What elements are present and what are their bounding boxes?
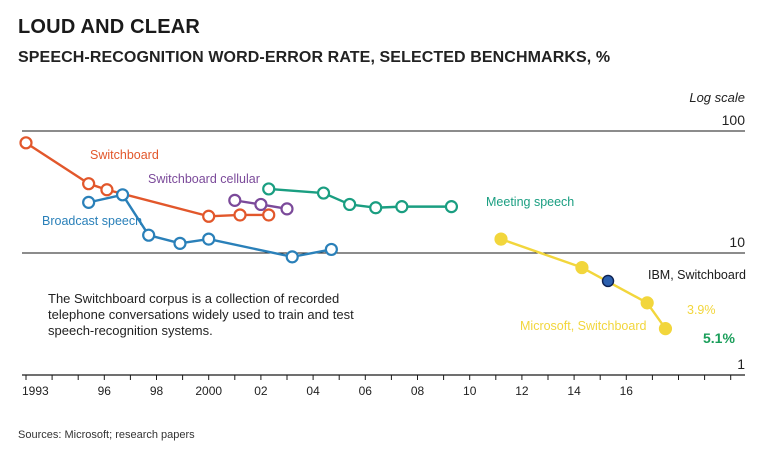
series-label: Microsoft, Switchboard	[520, 319, 646, 333]
data-point	[369, 201, 383, 215]
x-tick-label: 12	[515, 384, 529, 398]
data-point-filled	[641, 296, 654, 309]
x-tick-label: 1993	[22, 384, 49, 398]
data-point	[19, 136, 33, 150]
data-point	[202, 209, 216, 223]
source-note: Sources: Microsoft; research papers	[18, 429, 195, 441]
data-point	[343, 197, 357, 212]
data-point	[82, 177, 96, 191]
x-tick-label: 16	[620, 384, 634, 398]
x-tick-label: 04	[306, 384, 320, 398]
x-tick-label: 10	[463, 384, 477, 398]
series-label: IBM, Switchboard	[648, 268, 746, 282]
y-tick-label: 100	[722, 112, 746, 128]
data-point-filled	[495, 233, 508, 246]
x-axis: 1993 96 98 2000 02 04 06 08 10 12 14 16	[22, 374, 745, 398]
data-point	[100, 183, 114, 197]
x-tick-label: 2000	[195, 384, 222, 398]
data-point	[233, 208, 247, 222]
series-label: Switchboard	[90, 148, 159, 162]
x-tick-label: 14	[567, 384, 581, 398]
data-point	[228, 193, 242, 207]
data-point	[202, 232, 216, 246]
series-line	[500, 237, 667, 330]
data-point	[262, 182, 276, 196]
data-point	[285, 250, 299, 264]
data-point-filled	[659, 322, 672, 335]
data-point-filled	[575, 261, 588, 274]
x-tick-label: 02	[254, 384, 268, 398]
data-point	[115, 188, 130, 202]
value-annotation: 5.1%	[703, 330, 735, 346]
data-point	[324, 242, 338, 257]
data-point	[173, 236, 187, 250]
data-point	[142, 228, 156, 242]
log-scale-label: Log scale	[689, 90, 745, 105]
series-points	[19, 136, 673, 336]
annotation-note: The Switchboard corpus is a collection o…	[48, 291, 354, 338]
gridlines	[22, 130, 745, 254]
value-annotation: 3.9%	[687, 303, 716, 317]
data-point	[262, 208, 276, 222]
y-tick-label: 10	[729, 234, 745, 250]
series-line	[268, 187, 452, 209]
data-point	[316, 186, 331, 200]
series-label: Broadcast speech	[42, 214, 142, 228]
data-point	[444, 200, 459, 214]
x-tick-label: 96	[98, 384, 112, 398]
data-point	[254, 197, 268, 212]
chart-subtitle: SPEECH-RECOGNITION WORD-ERROR RATE, SELE…	[18, 49, 611, 66]
series-label: Switchboard cellular	[148, 172, 260, 186]
data-point	[280, 202, 294, 216]
x-tick-label: 98	[150, 384, 164, 398]
data-point	[395, 200, 409, 214]
x-tick-label: 06	[359, 384, 373, 398]
data-point	[82, 195, 96, 209]
y-tick-label: 1	[737, 356, 745, 372]
data-point	[601, 274, 615, 288]
series-labels: Log scale 100 10 1 Switchboard Switchboard ce…	[42, 90, 746, 372]
chart-title: LOUD AND CLEAR	[18, 16, 201, 38]
series-label: Meeting speech	[486, 195, 574, 209]
x-tick-label: 08	[411, 384, 425, 398]
